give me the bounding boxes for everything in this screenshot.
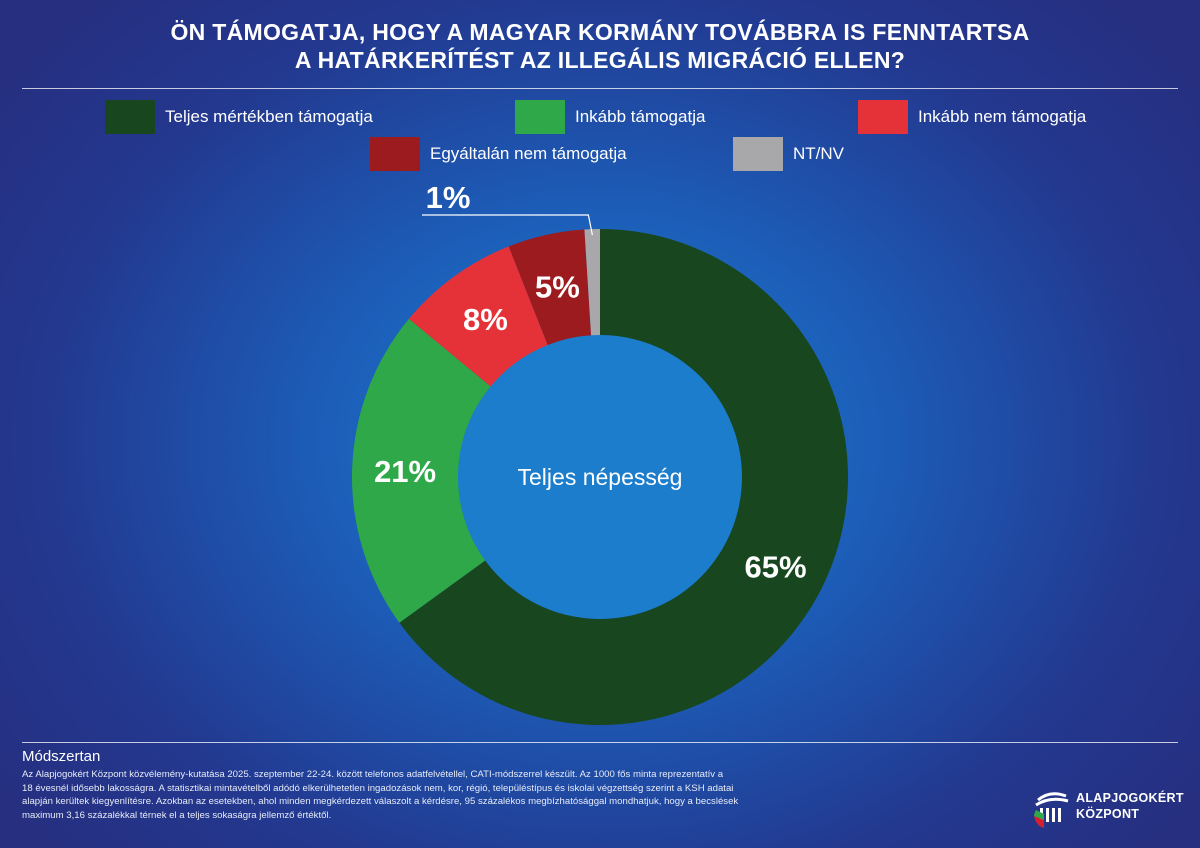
methodology-heading: Módszertan	[22, 748, 101, 765]
slice-label-4: 5%	[535, 270, 580, 305]
legend-swatch-2	[515, 100, 565, 134]
title-line-1: ÖN TÁMOGATJA, HOGY A MAGYAR KORMÁNY TOVÁ…	[170, 19, 1030, 45]
legend-item-1: Teljes mértékben támogatja	[105, 100, 373, 134]
slice-label-3: 8%	[463, 302, 508, 337]
title-line-2: A HATÁRKERÍTÉST AZ ILLEGÁLIS MIGRÁCIÓ EL…	[294, 47, 906, 73]
donut-slice-1	[399, 229, 848, 726]
donut-slice-2	[352, 318, 491, 623]
legend-label-1: Teljes mértékben támogatja	[165, 107, 373, 126]
legend-item-3: Inkább nem támogatja	[858, 100, 1086, 134]
slice-label-1: 65%	[745, 549, 807, 584]
leader-line-5	[422, 214, 593, 236]
legend-label-2: Inkább támogatja	[575, 107, 706, 126]
legend-swatch-3	[858, 100, 908, 134]
center-label: Teljes népesség	[518, 464, 683, 490]
chart-title: ÖN TÁMOGATJA, HOGY A MAGYAR KORMÁNY TOVÁ…	[0, 18, 1200, 74]
methodology-text: Az Alapjogokért Központ közvélemény-kuta…	[22, 768, 972, 822]
methodology-line-1: Az Alapjogokért Központ közvélemény-kuta…	[22, 769, 724, 780]
methodology-line-3: alapján kerültek kiegyenlítésre. Azokban…	[22, 796, 739, 807]
donut-slice-4	[508, 229, 592, 345]
logo-emblem-icon	[1034, 792, 1069, 828]
legend-label-3: Inkább nem támogatja	[918, 107, 1087, 126]
legend-swatch-4	[370, 137, 420, 171]
donut-slice-3	[408, 246, 548, 387]
organization-logo: ALAPJOGOKÉRT KÖZPONT	[1030, 786, 1190, 830]
bottom-divider	[22, 742, 1178, 743]
legend-item-5: NT/NV	[733, 137, 844, 171]
donut-slice-5	[584, 229, 600, 336]
donut-center	[458, 335, 742, 619]
logo-line-2: KÖZPONT	[1076, 807, 1140, 821]
logo-line-1: ALAPJOGOKÉRT	[1076, 791, 1184, 805]
legend-label-4: Egyáltalán nem támogatja	[430, 144, 627, 163]
methodology-line-2: 18 évesnél idősebb lakosságra. A statisz…	[22, 782, 734, 794]
legend-item-2: Inkább támogatja	[515, 100, 705, 134]
methodology-line-4: maximum 3,16 százalékkal térnek el a tel…	[22, 809, 332, 821]
legend-item-4: Egyáltalán nem támogatja	[370, 137, 627, 171]
slice-label-5: 1%	[426, 180, 471, 215]
logo-text: ALAPJOGOKÉRT KÖZPONT	[1076, 790, 1184, 822]
top-divider	[22, 88, 1178, 89]
legend-swatch-5	[733, 137, 783, 171]
legend-swatch-1	[105, 100, 155, 134]
slice-label-2: 21%	[374, 454, 436, 489]
legend-label-5: NT/NV	[793, 144, 844, 163]
